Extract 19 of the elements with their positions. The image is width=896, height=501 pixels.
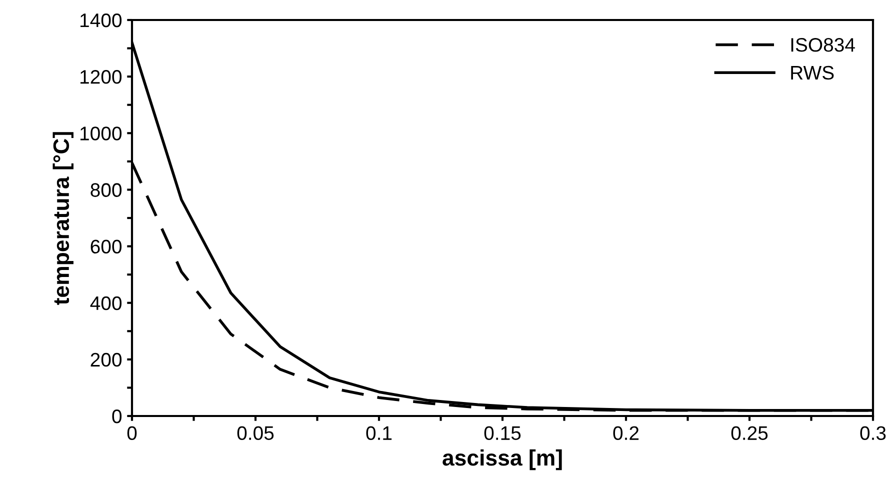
x-tick-label: 0.25 — [731, 426, 768, 440]
x-tick-label: 0.3 — [860, 426, 886, 440]
legend-label: RWS — [791, 66, 834, 80]
y-tick-label: 800 — [90, 183, 122, 197]
y-tick-label: 400 — [90, 296, 122, 310]
y-axis-title: temperatura [°C] — [52, 132, 74, 305]
x-axis-title: ascissa [m] — [442, 449, 562, 470]
y-tick-label: 0 — [112, 409, 122, 424]
legend-label: ISO834 — [791, 38, 855, 52]
y-tick-label: 1200 — [80, 70, 122, 84]
x-tick-label: 0.1 — [366, 426, 392, 440]
y-tick-label: 1400 — [80, 13, 122, 28]
y-tick-label: 200 — [90, 352, 122, 367]
y-tick-label: 1000 — [80, 126, 122, 140]
x-tick-label: 0.2 — [613, 426, 639, 440]
x-tick-label: 0 — [127, 426, 137, 440]
x-tick-label: 0.05 — [237, 426, 274, 440]
y-tick-label: 600 — [90, 240, 122, 254]
x-tick-label: 0.15 — [484, 426, 521, 440]
